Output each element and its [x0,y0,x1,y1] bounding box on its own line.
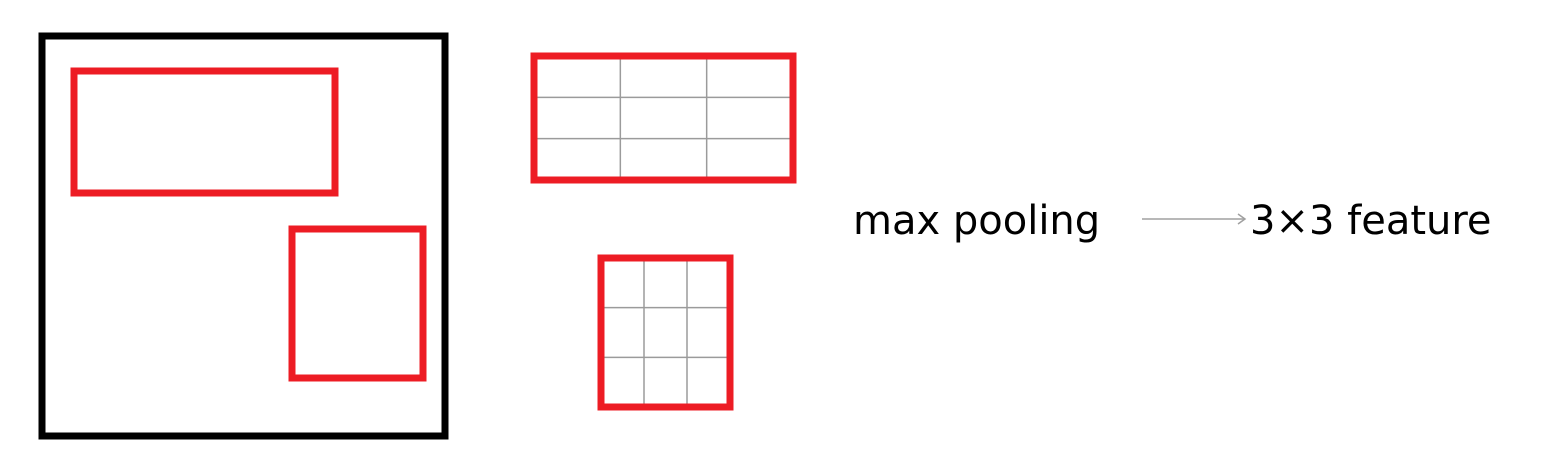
pooled-tall-region [597,254,734,411]
feature-map-frame [38,32,449,440]
arrow-icon [1142,213,1247,225]
pooled-wide-grid [534,56,793,180]
roi-tall-region [288,225,427,382]
pooled-tall-border [597,254,734,411]
pooled-wide-border [530,52,797,184]
operation-label: max pooling [853,198,1100,244]
pooled-wide-region [530,52,797,184]
pooled-tall-grid [601,258,730,407]
roi-wide-region [70,67,339,197]
output-label: 3×3 feature [1250,198,1492,244]
